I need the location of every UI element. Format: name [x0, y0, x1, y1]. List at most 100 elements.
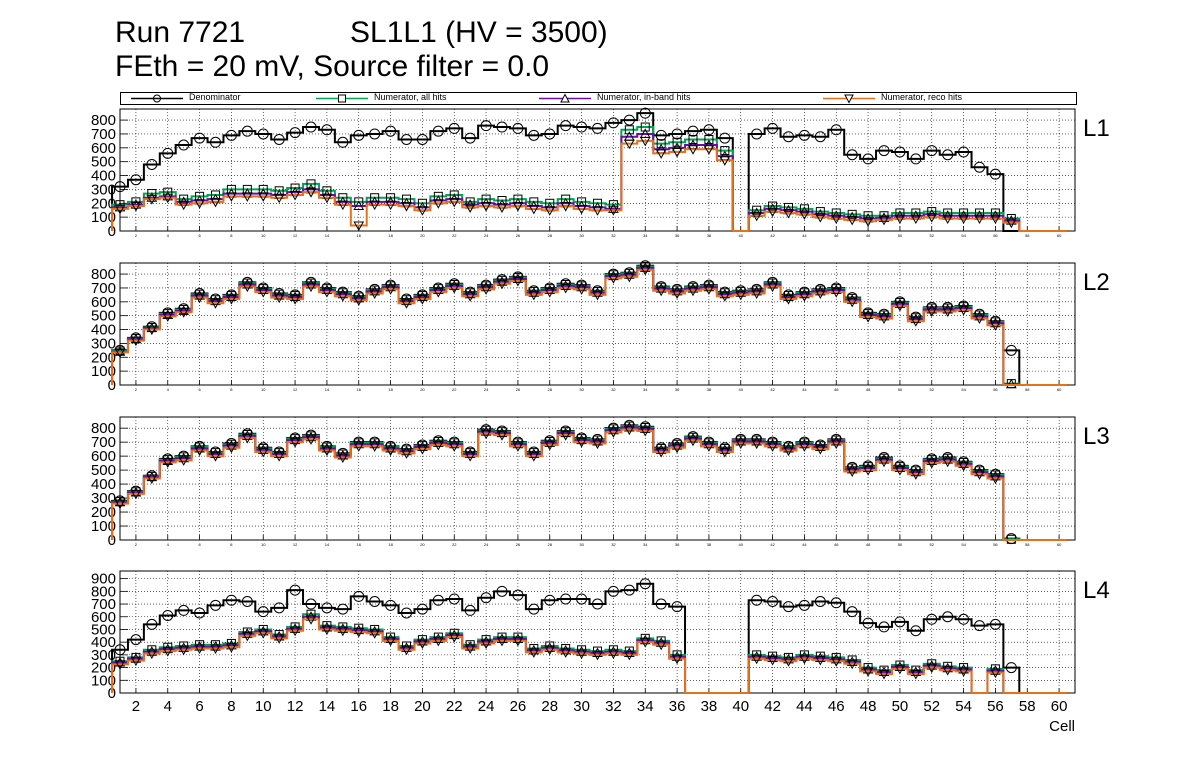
data-point — [385, 446, 396, 457]
data-point — [958, 663, 969, 674]
data-point — [464, 203, 476, 213]
x-tick-label: 52 — [930, 233, 935, 238]
data-point — [639, 638, 651, 648]
x-tick-label: 32 — [611, 233, 616, 238]
data-point — [607, 117, 619, 129]
data-point — [814, 289, 826, 300]
x-tick-label: 50 — [892, 698, 909, 715]
data-point — [751, 654, 763, 665]
x-tick-label: 16 — [357, 233, 362, 238]
data-point — [289, 295, 301, 305]
data-point — [210, 295, 221, 306]
data-point — [305, 615, 317, 625]
data-point — [448, 280, 460, 290]
data-point — [337, 603, 349, 615]
data-point — [162, 458, 174, 468]
data-point — [226, 192, 237, 202]
data-point — [464, 604, 476, 616]
data-point — [417, 639, 428, 649]
series-line — [111, 428, 1068, 541]
data-point — [401, 642, 412, 652]
data-point — [385, 285, 396, 295]
data-point — [767, 442, 778, 452]
y-tick-label: 0 — [108, 685, 116, 702]
x-tick-label: 36 — [669, 698, 686, 715]
data-point — [830, 439, 842, 450]
x-tick-label: 8 — [227, 698, 235, 715]
data-point — [241, 628, 253, 638]
x-tick-label: 36 — [675, 542, 680, 547]
data-point — [846, 656, 858, 666]
data-point — [210, 299, 221, 309]
x-tick-label: 60 — [1057, 387, 1062, 392]
x-tick-label: 14 — [319, 698, 336, 715]
data-point — [719, 444, 731, 454]
data-point — [496, 585, 508, 597]
data-point — [273, 602, 285, 614]
data-point — [607, 585, 619, 597]
data-point — [544, 437, 556, 447]
x-tick-label: 6 — [195, 698, 203, 715]
panel-label: L3 — [1083, 423, 1110, 450]
x-tick-label: 40 — [739, 233, 744, 238]
legend-item-in-band-hits: Numerator, in-band hits — [537, 92, 777, 104]
data-point — [464, 644, 476, 655]
x-tick-label: 60 — [1057, 542, 1062, 547]
data-point — [830, 653, 842, 664]
data-point — [321, 602, 333, 614]
data-point — [719, 292, 731, 302]
data-point — [814, 213, 826, 223]
data-point — [369, 438, 381, 449]
data-point — [926, 213, 938, 223]
series-denominator — [111, 578, 1068, 694]
x-tick-label: 32 — [611, 387, 616, 392]
data-point — [735, 290, 747, 301]
x-tick-label: 48 — [866, 542, 871, 547]
circle-marker-icon — [131, 94, 183, 103]
data-point — [814, 596, 826, 607]
data-point — [926, 663, 938, 674]
data-point — [846, 659, 858, 670]
data-point — [656, 139, 666, 149]
x-tick-label: 46 — [828, 698, 845, 715]
data-point — [369, 629, 381, 639]
x-tick-label: 50 — [898, 233, 903, 238]
x-tick-label: 22 — [452, 387, 457, 392]
y-tick-label: 700 — [91, 434, 116, 451]
data-point — [1005, 215, 1017, 225]
data-point — [799, 204, 809, 214]
x-axis-title: Cell — [1049, 718, 1075, 735]
data-point — [432, 437, 444, 447]
data-point — [385, 633, 396, 643]
data-point — [226, 443, 237, 454]
panel-label: L2 — [1083, 269, 1110, 296]
x-tick-label: 46 — [834, 542, 839, 547]
data-point — [385, 200, 396, 211]
data-point — [528, 452, 540, 462]
x-tick-label: 44 — [802, 542, 807, 547]
data-point — [289, 190, 301, 201]
data-point — [862, 309, 874, 319]
data-point — [926, 307, 938, 318]
data-point — [592, 647, 603, 657]
data-point — [735, 435, 747, 446]
legend-label: Numerator, in-band hits — [597, 92, 691, 102]
x-tick-label: 54 — [955, 698, 972, 715]
data-point — [130, 174, 142, 186]
data-point — [178, 139, 190, 151]
x-tick-label: 36 — [675, 233, 680, 238]
data-point — [974, 161, 985, 173]
data-point — [385, 125, 397, 137]
y-tick-label: 100 — [91, 518, 116, 535]
data-point — [337, 288, 349, 299]
data-point — [639, 578, 651, 590]
data-point — [990, 208, 1000, 218]
data-point — [608, 203, 619, 213]
data-point — [114, 201, 126, 212]
data-point — [719, 288, 731, 299]
data-point — [273, 634, 285, 644]
data-point — [623, 584, 635, 596]
data-point — [241, 430, 253, 440]
data-point — [767, 282, 778, 293]
x-tick-label: 22 — [452, 233, 457, 238]
